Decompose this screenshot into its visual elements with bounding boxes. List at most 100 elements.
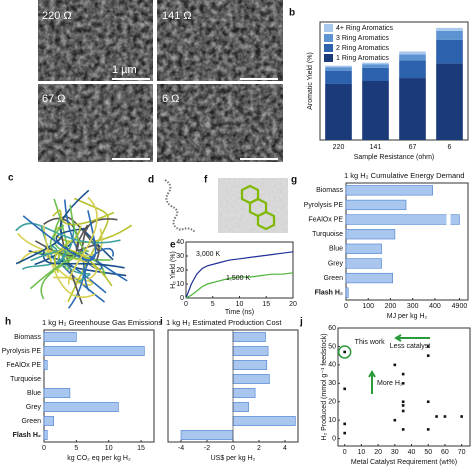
y-tick-label: Turquoise: [10, 376, 41, 383]
x-tick-label: 5: [74, 445, 78, 452]
bar: [232, 346, 269, 356]
bar-segment: [362, 62, 389, 65]
x-tick-label: 5: [211, 301, 215, 308]
x-axis-label: Time (ns): [225, 309, 254, 316]
panel-label: c: [8, 173, 14, 184]
legend-label: 4+ Ring Aromatics: [336, 25, 393, 32]
x-tick-label: -4: [178, 445, 184, 452]
bar: [345, 185, 434, 196]
bar: [232, 416, 296, 426]
point: [426, 354, 430, 357]
y-tick-label: 60: [328, 325, 336, 332]
legend-label: 2 Ring Aromatics: [336, 45, 389, 52]
bar-segment: [362, 67, 389, 81]
y-tick-label: 0: [180, 295, 184, 302]
x-tick-label: 15: [262, 301, 270, 308]
x-tick-label: 4900: [452, 303, 468, 310]
bar-segment: [325, 65, 352, 68]
series-label: 1,500 K: [226, 275, 250, 282]
bar-segment: [436, 30, 463, 40]
sem-texture: [38, 0, 153, 81]
y-tick-label: 10: [328, 417, 336, 424]
polymer-strand: [68, 196, 98, 285]
y-tick-label: Green: [22, 418, 42, 425]
bar: [345, 258, 382, 269]
y-tick-label: FeAlOx PE: [308, 216, 343, 223]
y-tick-label: Flash H₂: [315, 290, 343, 297]
x-tick-label: 67: [409, 144, 417, 151]
bar: [43, 430, 48, 440]
x-axis-label: MJ per kg H₂: [387, 313, 428, 320]
chart-title: 1 kg H₂ Cumulative Energy Demand: [344, 171, 464, 180]
y-tick-label: Grey: [26, 404, 42, 411]
bar-segment: [399, 78, 426, 140]
x-axis-label: Sample Resistance (ohm): [354, 154, 435, 161]
bar: [43, 416, 55, 426]
bar-segment: [325, 67, 352, 71]
x-tick-label: 400: [429, 303, 441, 310]
bar: [232, 360, 268, 370]
y-tick-label: Pyrolysis PE: [2, 348, 42, 355]
x-axis-label: Metal Catalyst Requirement (wt%): [351, 459, 457, 466]
panel-label: f: [204, 175, 208, 186]
y-tick-label: 30: [176, 253, 184, 260]
x-tick-label: 6: [448, 144, 452, 151]
bar: [232, 388, 256, 398]
point: [401, 428, 405, 431]
bar-segment: [399, 51, 426, 55]
polymer-strand: [22, 210, 97, 261]
point: [401, 372, 405, 376]
x-tick-label: 0: [184, 301, 188, 308]
sem-texture: [157, 0, 283, 81]
plot-frame: [43, 329, 155, 443]
x-tick-label: 20: [374, 449, 382, 456]
x-tick-label: 70: [458, 449, 466, 456]
plot-frame: [337, 327, 471, 447]
bar: [232, 402, 249, 412]
bar: [345, 287, 349, 298]
x-tick-label: 10: [357, 449, 365, 456]
annotation: Less catalyst: [390, 343, 431, 350]
bar-segment: [362, 81, 389, 140]
sem-images: 220 Ω 141 Ω 1 µm 67 Ω 6 Ω: [38, 0, 283, 162]
bar-segment: [436, 27, 463, 31]
x-tick-label: 30: [391, 449, 399, 456]
legend-swatch: [324, 34, 333, 42]
bar: [345, 214, 460, 225]
x-tick-label: -2: [204, 445, 210, 452]
panel-label: j: [299, 317, 303, 328]
x-tick-label: 4: [283, 445, 287, 452]
y-tick-label: 30: [328, 380, 336, 387]
legend-label: 3 Ring Aromatics: [336, 35, 389, 42]
y-tick-label: Pyrolysis PE: [304, 202, 344, 209]
point: [460, 415, 463, 418]
point: [426, 400, 430, 404]
polymer-strand: [29, 204, 90, 290]
point: [426, 345, 430, 348]
legend-swatch: [324, 24, 333, 32]
legend-swatch: [324, 54, 333, 62]
scale-label: 1 µm: [112, 64, 137, 76]
bar-segment: [399, 60, 426, 79]
x-tick-label: 141: [370, 144, 382, 151]
y-tick-label: Biomass: [14, 334, 41, 341]
point: [343, 422, 346, 426]
polymer-strand: [60, 248, 91, 283]
y-tick-label: 40: [176, 239, 184, 246]
bar: [43, 332, 77, 342]
y-tick-label: 50: [328, 343, 336, 350]
polymer-strand: [42, 225, 96, 299]
series-line: [185, 251, 294, 299]
bar: [345, 199, 407, 211]
image-label: 141 Ω: [162, 10, 192, 22]
point: [443, 415, 447, 418]
point: [343, 387, 346, 391]
point: [401, 400, 405, 404]
x-tick-label: 0: [344, 303, 348, 310]
x-tick-label: 220: [333, 144, 345, 151]
y-tick-label: 10: [176, 281, 184, 288]
image-label: 67 Ω: [42, 93, 66, 105]
bar: [43, 402, 119, 412]
y-tick-label: Blue: [27, 390, 41, 397]
